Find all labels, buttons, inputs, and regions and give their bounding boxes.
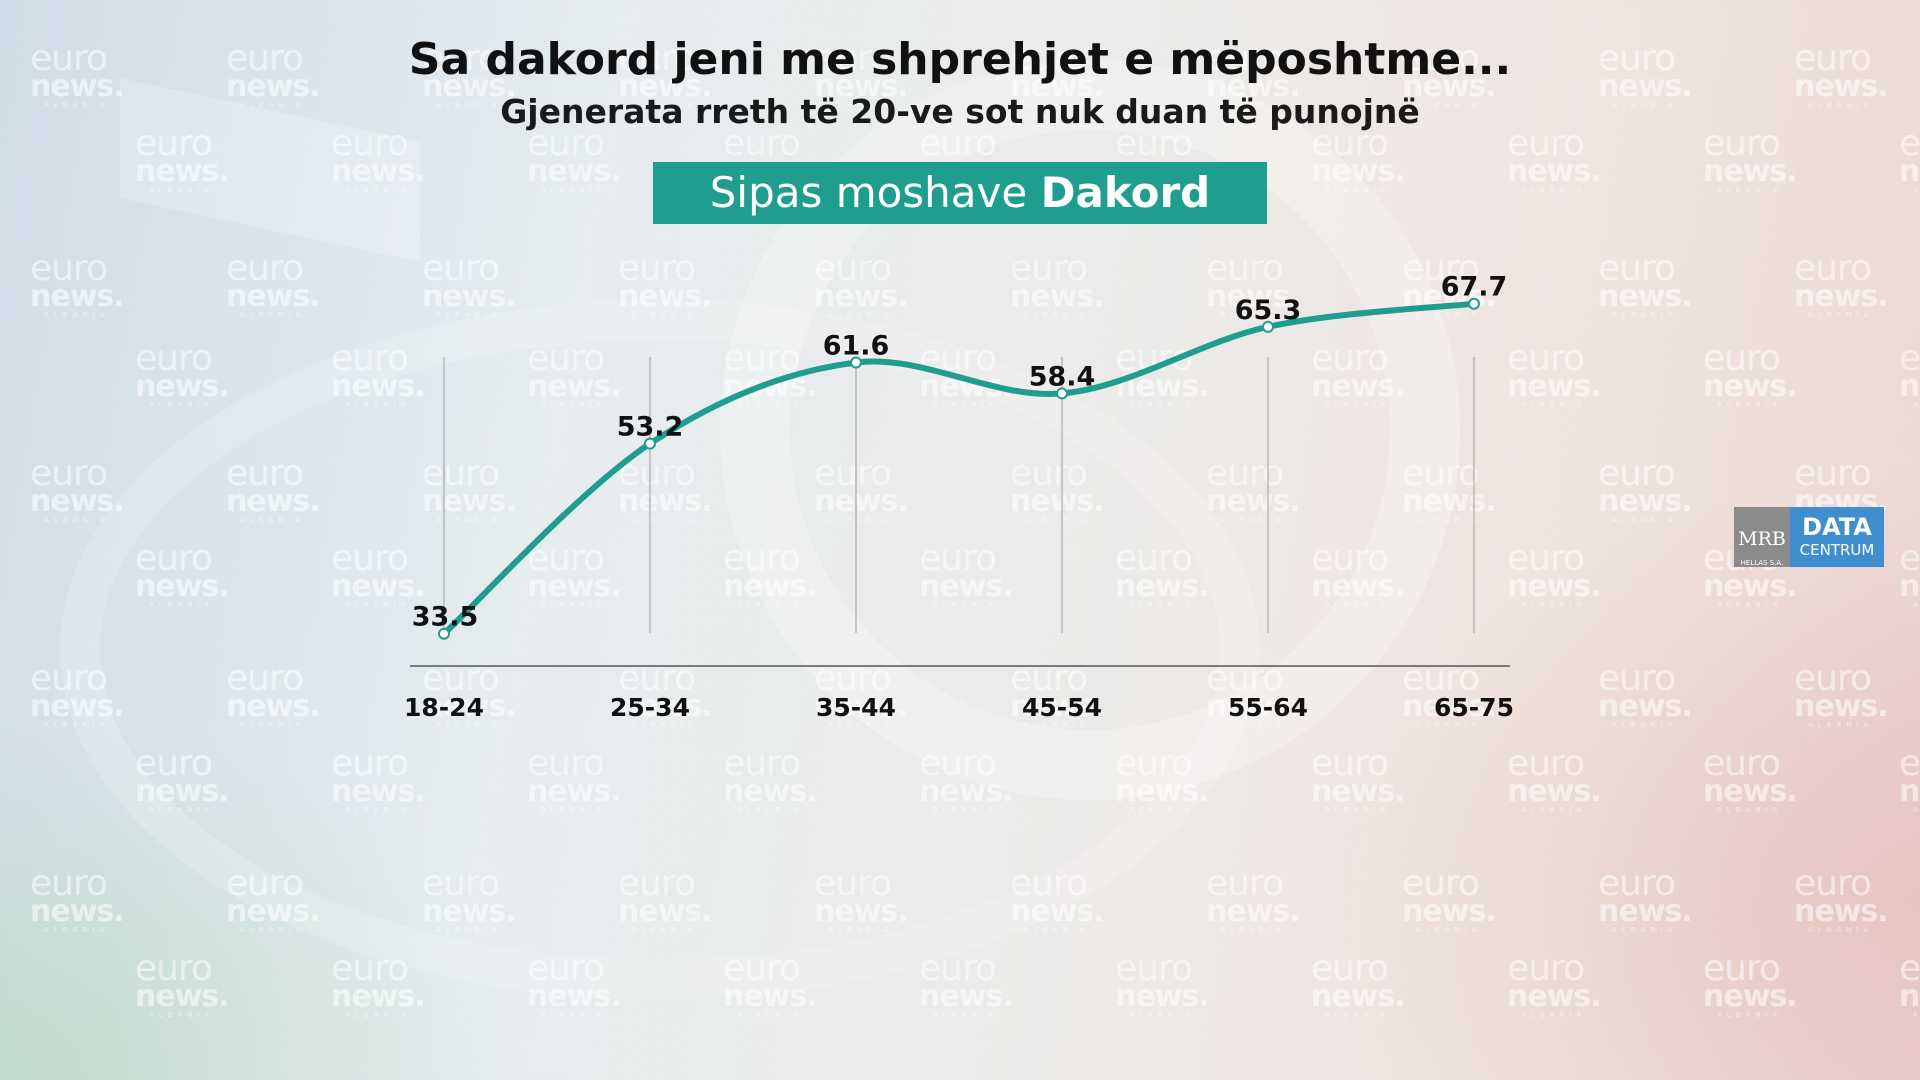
data-point xyxy=(438,627,450,640)
series-line xyxy=(441,300,1477,637)
data-point xyxy=(644,437,656,450)
mrb-logo: MRB HELLAS S.A. xyxy=(1734,507,1790,567)
data-label: 67.7 xyxy=(1441,272,1508,303)
x-tick-label: 65-75 xyxy=(1434,693,1514,722)
page-subtitle: Gjenerata rreth të 20-ve sot nuk duan të… xyxy=(500,92,1420,131)
segment-banner: Sipas moshave Dakord xyxy=(653,162,1267,224)
data-logo-text: DATA xyxy=(1802,513,1872,541)
data-label: 61.6 xyxy=(823,331,890,362)
data-point xyxy=(850,356,862,369)
x-tick-label: 18-24 xyxy=(404,693,484,722)
x-tick-label: 25-34 xyxy=(610,693,690,722)
data-label: 58.4 xyxy=(1029,361,1096,392)
centrum-logo-text: CENTRUM xyxy=(1799,541,1875,559)
mrb-logo-subtext: HELLAS S.A. xyxy=(1740,559,1784,567)
banner-bold: Dakord xyxy=(1040,168,1211,217)
data-label: 33.5 xyxy=(412,602,479,633)
x-tick-label: 55-64 xyxy=(1228,693,1308,722)
mrb-logo-text: MRB xyxy=(1738,528,1786,550)
data-point xyxy=(1056,387,1068,400)
banner-prefix: Sipas moshave xyxy=(709,168,1028,217)
data-point xyxy=(1468,297,1480,310)
data-label: 65.3 xyxy=(1235,295,1302,326)
page-title: Sa dakord jeni me shprehjet e mëposhtme.… xyxy=(408,34,1512,85)
data-label: 53.2 xyxy=(617,412,684,443)
x-tick-label: 35-44 xyxy=(816,693,896,722)
data-centrum-logo: DATA CENTRUM xyxy=(1790,507,1884,567)
x-tick-label: 45-54 xyxy=(1022,693,1102,722)
mrb-data-centrum-logo: MRB HELLAS S.A. DATA CENTRUM xyxy=(1734,507,1884,567)
data-point xyxy=(1262,320,1274,333)
